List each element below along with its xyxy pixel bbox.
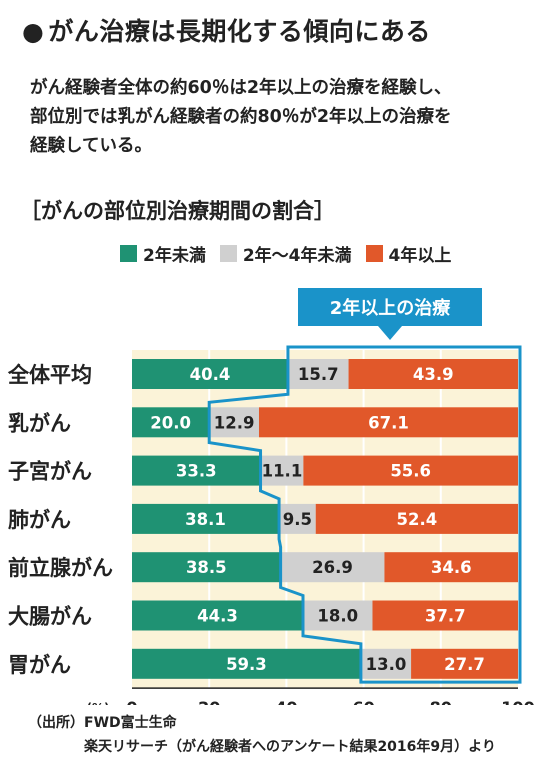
data-label: 26.9	[312, 558, 353, 577]
bar-segment	[132, 359, 288, 389]
bar-segment	[303, 455, 518, 486]
x-axis-unit: (%)	[87, 701, 110, 705]
legend-label-2y-4y: 2年～4年未満	[242, 246, 352, 266]
bar-segment	[302, 600, 373, 631]
bar-segment	[360, 648, 412, 679]
bar-segment	[132, 600, 303, 631]
data-label: 38.1	[185, 510, 226, 529]
bar-segment	[132, 648, 361, 679]
category-label: 胃がん	[8, 653, 71, 677]
legend-swatch-under-2y	[120, 245, 137, 262]
data-label: 67.1	[368, 413, 409, 432]
bar-segment	[279, 503, 316, 534]
annotation-label: 2年以上の治療	[330, 297, 452, 319]
bar-segment	[384, 552, 518, 583]
legend-label-over-4y: 4年以上	[388, 246, 452, 266]
lead-line-2: 部位別では乳がん経験者の約80％が2年以上の治療を	[30, 107, 452, 127]
data-label: 59.3	[226, 655, 267, 674]
legend-item-over-4y: 4年以上	[365, 241, 452, 266]
source-line-1: （出所）FWD富士生命	[28, 715, 177, 731]
legend-swatch-over-4y	[365, 245, 383, 262]
category-label: 前立腺がん	[8, 556, 113, 580]
data-label: 27.7	[444, 655, 485, 674]
data-label: 9.5	[283, 510, 312, 529]
annotation-box	[298, 288, 482, 326]
bar-segment	[411, 648, 518, 679]
source-note: （出所）FWD富士生命 楽天リサーチ（がん経験者へのアンケート結果2016年9月…	[28, 711, 496, 759]
bar-segment	[287, 359, 349, 389]
x-tick-label: 60	[352, 698, 374, 705]
bar-segment	[260, 455, 304, 486]
category-label: 大腸がん	[8, 605, 92, 629]
data-label: 15.7	[298, 365, 339, 384]
x-tick-label: 80	[430, 698, 452, 705]
data-label: 37.7	[425, 607, 466, 626]
stacked-bar-chart: 全体平均 40.4 15.7 43.9 乳がん 20.0 12.9 67.1 子宮がん 33.3 1…	[7, 288, 535, 705]
bar-segment	[132, 407, 210, 438]
data-label: 44.3	[197, 607, 238, 626]
data-label: 40.4	[190, 365, 231, 384]
category-label: 子宮がん	[8, 460, 92, 484]
bar-segment	[132, 455, 261, 486]
data-label: 13.0	[366, 655, 407, 674]
x-tick-label: 40	[275, 698, 297, 705]
x-tick-label: 0	[126, 698, 137, 705]
bar-segment	[132, 503, 280, 534]
data-label: 33.3	[176, 462, 217, 481]
data-label: 11.1	[262, 462, 303, 481]
bar-segment	[258, 407, 518, 438]
x-tick-label: 20	[198, 698, 220, 705]
bar-segment	[132, 552, 281, 583]
bar-segment	[209, 407, 259, 438]
headline: ● がん治療は長期化する傾向にある	[22, 12, 431, 48]
bar-segment	[348, 359, 518, 389]
data-label: 34.6	[431, 558, 472, 577]
annotation-outline	[207, 345, 522, 684]
data-label: 18.0	[317, 607, 358, 626]
bullet-icon: ●	[22, 17, 45, 46]
data-label: 12.9	[214, 413, 255, 432]
source-line-2: 楽天リサーチ（がん経験者へのアンケート結果2016年9月）より	[84, 739, 496, 755]
category-label: 乳がん	[8, 411, 71, 435]
annotation-pointer	[378, 326, 402, 340]
legend-swatch-2y-4y	[219, 245, 237, 262]
data-label: 43.9	[413, 365, 454, 384]
category-label: 全体平均	[7, 363, 92, 387]
bar-segment	[315, 503, 518, 534]
lead-line-1: がん経験者全体の約60％は2年以上の治療を経験し、	[30, 78, 452, 98]
chart-title: ［がんの部位別治療期間の割合］	[20, 199, 335, 223]
legend-item-under-2y: 2年未満	[120, 241, 206, 266]
data-label: 55.6	[390, 462, 431, 481]
legend-label-under-2y: 2年未満	[143, 246, 206, 266]
legend: 2年未満 2年～4年未満 4年以上	[120, 241, 451, 266]
category-label: 肺がん	[8, 508, 71, 532]
legend-item-2y-4y: 2年～4年未満	[219, 241, 352, 266]
headline-text: がん治療は長期化する傾向にある	[48, 17, 431, 46]
lead-line-3: 経験している。	[30, 136, 152, 156]
bar-segment	[372, 600, 518, 631]
x-tick-label: 100	[501, 698, 534, 705]
data-label: 38.5	[186, 558, 227, 577]
data-label: 20.0	[150, 413, 191, 432]
data-label: 52.4	[397, 510, 438, 529]
lead-paragraph: がん経験者全体の約60％は2年以上の治療を経験し、 部位別では乳がん経験者の約8…	[30, 74, 535, 161]
bar-segment	[280, 552, 385, 583]
